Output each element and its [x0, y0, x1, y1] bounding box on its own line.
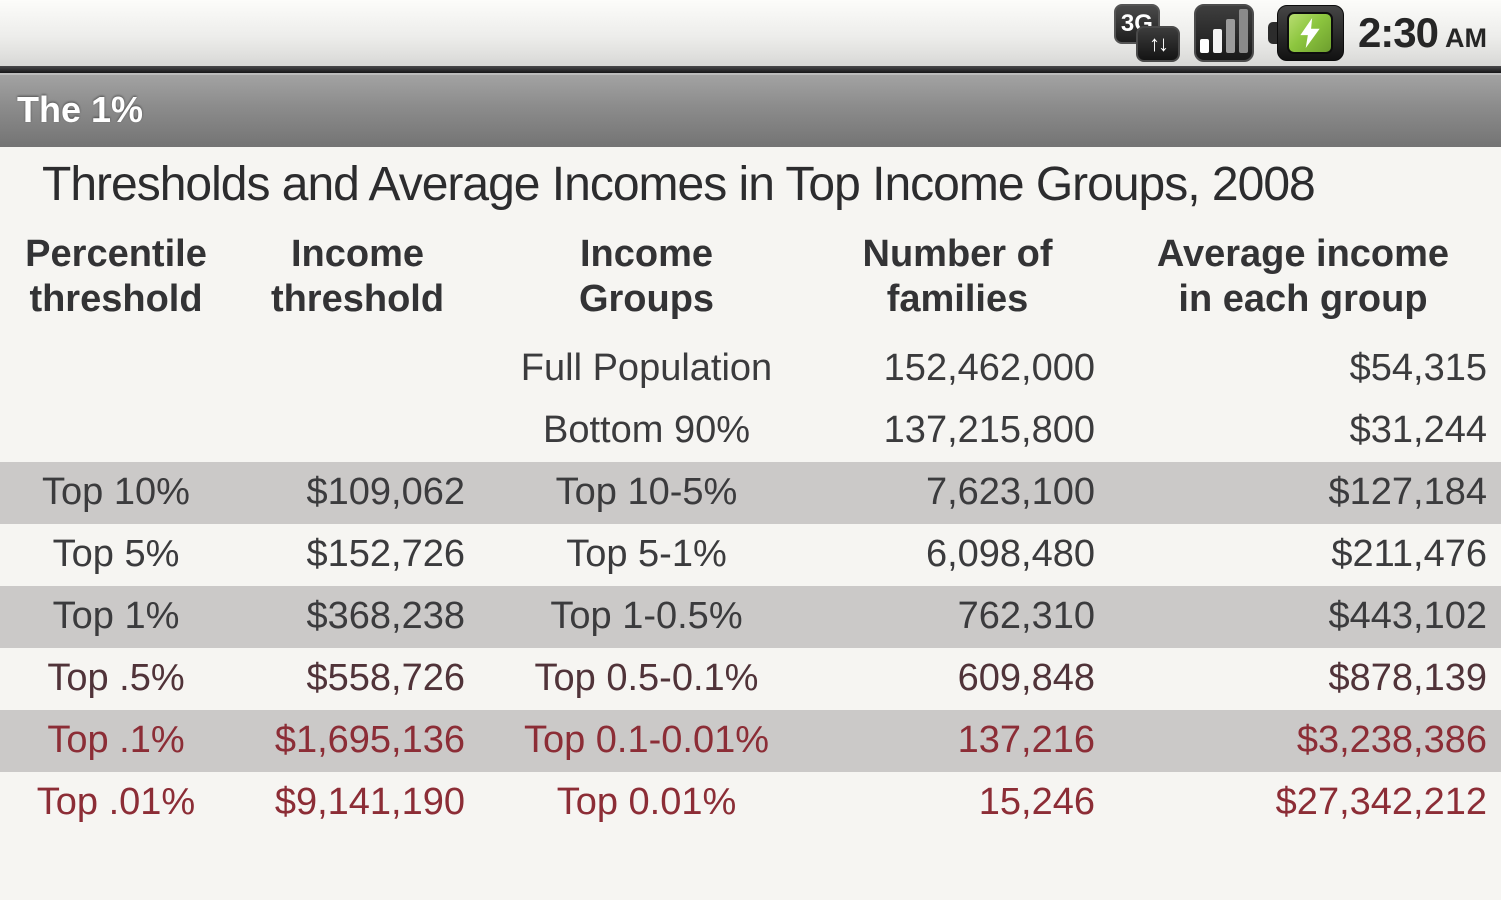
- cell-number-of-families: 7,623,100: [925, 471, 1095, 514]
- status-bar: 3G ↑↓ 2:30 AM: [0, 0, 1501, 66]
- time-meridiem: AM: [1445, 23, 1487, 53]
- cell-income-group: Top 5-1%: [566, 533, 727, 576]
- main-content: Thresholds and Average Incomes in Top In…: [0, 147, 1501, 834]
- lightning-bolt-icon: [1300, 18, 1321, 48]
- cell-income-group: Top 1-0.5%: [550, 595, 743, 638]
- cell-percentile-threshold: Top 1%: [52, 595, 180, 638]
- cell-number-of-families: 609,848: [957, 657, 1095, 700]
- cell-percentile-threshold: Top 5%: [52, 533, 180, 576]
- cell-income-group: Top 0.1-0.01%: [523, 719, 770, 762]
- column-header-income-groups: Income Groups: [578, 233, 715, 320]
- cell-percentile-threshold: Top 10%: [42, 471, 190, 514]
- column-header-number-of-families: Number of families: [862, 233, 1053, 320]
- time-text: 2:30: [1357, 9, 1439, 56]
- updown-arrows: ↑↓: [1148, 31, 1169, 56]
- cell-percentile-threshold: [0, 338, 232, 400]
- cell-income-threshold: $109,062: [306, 471, 466, 514]
- cell-average-income: $443,102: [1328, 595, 1488, 638]
- cell-income-threshold: [232, 400, 483, 462]
- signal-bar: [1212, 29, 1222, 53]
- cell-income-threshold: $152,726: [306, 533, 466, 576]
- cell-number-of-families: 762,310: [957, 595, 1095, 638]
- cell-average-income: $54,315: [1349, 347, 1487, 390]
- cell-average-income: $211,476: [1331, 533, 1487, 576]
- cell-income-threshold: $9,141,190: [274, 781, 465, 824]
- table-row: Top 10% $109,062 Top 10-5% 7,623,100 $12…: [0, 461, 1501, 524]
- table-header-row: Percentile threshold Income threshold In…: [0, 218, 1501, 338]
- data-updown-arrows-icon: ↑↓: [1135, 26, 1180, 62]
- cell-income-threshold: $368,238: [306, 595, 466, 638]
- cell-income-group: Bottom 90%: [543, 409, 750, 452]
- signal-bar: [1225, 19, 1235, 53]
- cell-number-of-families: 137,216: [957, 719, 1095, 762]
- cell-percentile-threshold: Top .01%: [36, 781, 196, 824]
- cell-percentile-threshold: [0, 400, 232, 462]
- table-row: Bottom 90% 137,215,800 $31,244: [0, 400, 1501, 462]
- cell-number-of-families: 6,098,480: [925, 533, 1095, 576]
- table-row: Top .5% $558,726 Top 0.5-0.1% 609,848 $8…: [0, 648, 1501, 710]
- cell-income-group: Top 0.01%: [556, 781, 737, 824]
- cell-income-threshold: $558,726: [306, 657, 466, 700]
- signal-bar: [1238, 9, 1248, 53]
- cell-average-income: $3,238,386: [1296, 719, 1487, 762]
- table-row: Full Population 152,462,000 $54,315: [0, 338, 1501, 400]
- table-title: Thresholds and Average Incomes in Top In…: [42, 158, 1316, 211]
- 3g-data-icon: 3G ↑↓: [1113, 4, 1180, 62]
- app-title: The 1%: [17, 89, 144, 130]
- income-table: Percentile threshold Income threshold In…: [0, 218, 1501, 834]
- signal-bar: [1199, 39, 1209, 53]
- cell-income-threshold: $1,695,136: [274, 719, 465, 762]
- cell-average-income: $878,139: [1328, 657, 1488, 700]
- cell-number-of-families: 152,462,000: [883, 347, 1095, 390]
- cell-income-group: Full Population: [520, 347, 773, 390]
- column-header-income-threshold: Income threshold: [270, 233, 445, 320]
- cell-income-threshold: [232, 338, 483, 400]
- signal-strength-icon: [1193, 4, 1254, 62]
- cell-number-of-families: 137,215,800: [883, 409, 1095, 452]
- battery-charging-icon: [1267, 5, 1344, 61]
- column-header-percentile-threshold: Percentile threshold: [25, 233, 207, 320]
- battery-terminal: [1267, 22, 1279, 44]
- table-row: Top .01% $9,141,190 Top 0.01% 15,246 $27…: [0, 772, 1501, 834]
- table-row: Top .1% $1,695,136 Top 0.1-0.01% 137,216…: [0, 709, 1501, 772]
- column-header-average-income: Average income in each group: [1156, 233, 1450, 320]
- battery-body: [1276, 5, 1344, 61]
- app-title-bar: The 1%: [0, 73, 1501, 147]
- cell-number-of-families: 15,246: [978, 781, 1095, 824]
- cell-average-income: $27,342,212: [1275, 781, 1487, 824]
- cell-average-income: $127,184: [1328, 471, 1488, 514]
- cell-income-group: Top 10-5%: [555, 471, 738, 514]
- battery-charge-level: [1287, 12, 1334, 54]
- cell-average-income: $31,244: [1349, 409, 1487, 452]
- status-clock: 2:30 AM: [1358, 9, 1487, 57]
- cell-income-group: Top 0.5-0.1%: [534, 657, 759, 700]
- cell-percentile-threshold: Top .5%: [47, 657, 185, 700]
- statusbar-divider: [0, 66, 1501, 73]
- cell-percentile-threshold: Top .1%: [47, 719, 185, 762]
- table-row: Top 5% $152,726 Top 5-1% 6,098,480 $211,…: [0, 524, 1501, 586]
- table-row: Top 1% $368,238 Top 1-0.5% 762,310 $443,…: [0, 585, 1501, 648]
